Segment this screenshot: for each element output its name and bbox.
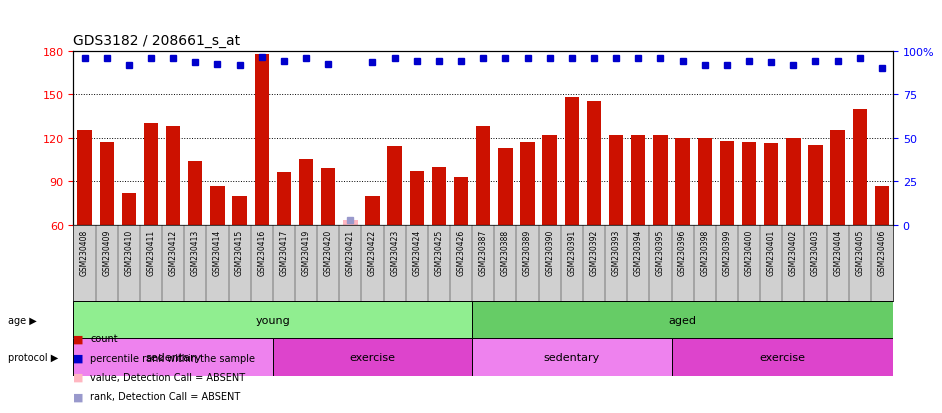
Bar — [653, 135, 668, 225]
Bar — [233, 196, 247, 225]
Bar — [188, 161, 203, 225]
Bar — [564, 98, 579, 225]
Text: GSM230409: GSM230409 — [102, 229, 111, 275]
Text: GSM230412: GSM230412 — [169, 229, 178, 275]
Text: GSM230403: GSM230403 — [811, 229, 820, 275]
Text: GSM230414: GSM230414 — [213, 229, 222, 275]
Bar — [631, 135, 645, 225]
Bar — [520, 143, 535, 225]
Text: GSM230423: GSM230423 — [390, 229, 399, 275]
Text: exercise: exercise — [759, 352, 805, 362]
Text: GSM230404: GSM230404 — [833, 229, 842, 275]
Text: GSM230410: GSM230410 — [124, 229, 134, 275]
Bar — [299, 160, 314, 225]
Text: GSM230422: GSM230422 — [368, 229, 377, 275]
Text: GSM230424: GSM230424 — [413, 229, 421, 275]
Text: protocol ▶: protocol ▶ — [8, 352, 57, 362]
Text: ■: ■ — [73, 353, 84, 363]
Text: GSM230402: GSM230402 — [788, 229, 798, 275]
Text: GDS3182 / 208661_s_at: GDS3182 / 208661_s_at — [73, 33, 240, 47]
Text: percentile rank within the sample: percentile rank within the sample — [90, 353, 255, 363]
Text: GSM230392: GSM230392 — [590, 229, 598, 275]
Bar — [808, 146, 822, 225]
Text: age ▶: age ▶ — [8, 315, 37, 325]
Text: exercise: exercise — [349, 352, 396, 362]
Text: GSM230396: GSM230396 — [678, 229, 687, 275]
Bar — [73, 339, 273, 376]
Text: GSM230405: GSM230405 — [855, 229, 865, 275]
Text: GSM230411: GSM230411 — [147, 229, 155, 275]
Text: GSM230419: GSM230419 — [301, 229, 311, 275]
Text: sedentary: sedentary — [544, 352, 600, 362]
Text: ■: ■ — [73, 334, 84, 344]
Text: sedentary: sedentary — [145, 352, 202, 362]
Bar — [321, 169, 335, 225]
Text: GSM230389: GSM230389 — [523, 229, 532, 275]
Text: ■: ■ — [73, 372, 84, 382]
Text: GSM230417: GSM230417 — [280, 229, 288, 275]
Text: ■: ■ — [73, 392, 84, 401]
Text: GSM230425: GSM230425 — [434, 229, 444, 275]
Text: GSM230426: GSM230426 — [457, 229, 465, 275]
Bar — [387, 147, 402, 225]
Text: GSM230415: GSM230415 — [236, 229, 244, 275]
Bar — [343, 221, 358, 225]
Text: GSM230420: GSM230420 — [324, 229, 333, 275]
Text: young: young — [255, 315, 290, 325]
Bar — [720, 141, 734, 225]
Bar — [853, 109, 867, 225]
Bar — [144, 124, 158, 225]
Bar — [122, 193, 136, 225]
Bar — [476, 127, 491, 225]
Bar — [410, 172, 424, 225]
Text: aged: aged — [669, 315, 696, 325]
Bar — [609, 135, 624, 225]
Bar — [277, 173, 291, 225]
Bar — [100, 143, 114, 225]
Bar — [764, 144, 778, 225]
Bar — [273, 339, 472, 376]
Text: value, Detection Call = ABSENT: value, Detection Call = ABSENT — [90, 372, 246, 382]
Text: rank, Detection Call = ABSENT: rank, Detection Call = ABSENT — [90, 392, 241, 401]
Bar — [166, 127, 180, 225]
Text: GSM230394: GSM230394 — [634, 229, 642, 275]
Text: GSM230399: GSM230399 — [723, 229, 731, 275]
Text: GSM230408: GSM230408 — [80, 229, 89, 275]
Bar — [498, 148, 512, 225]
Text: GSM230401: GSM230401 — [767, 229, 775, 275]
Bar — [77, 131, 91, 225]
Bar — [454, 178, 468, 225]
Bar — [787, 138, 801, 225]
Bar — [365, 196, 380, 225]
Bar — [210, 186, 224, 225]
Bar — [831, 131, 845, 225]
Bar — [73, 301, 472, 339]
Bar — [254, 55, 269, 225]
Bar — [472, 339, 672, 376]
Text: GSM230398: GSM230398 — [700, 229, 709, 275]
Bar — [742, 143, 756, 225]
Bar — [543, 135, 557, 225]
Bar — [672, 339, 893, 376]
Text: count: count — [90, 334, 118, 344]
Text: GSM230421: GSM230421 — [346, 229, 355, 275]
Text: GSM230413: GSM230413 — [191, 229, 200, 275]
Text: GSM230406: GSM230406 — [877, 229, 886, 275]
Text: GSM230395: GSM230395 — [656, 229, 665, 275]
Text: GSM230388: GSM230388 — [501, 229, 510, 275]
Bar — [697, 138, 712, 225]
Bar — [472, 301, 893, 339]
Text: GSM230393: GSM230393 — [611, 229, 621, 275]
Bar — [675, 138, 690, 225]
Bar — [587, 102, 601, 225]
Bar — [431, 167, 447, 225]
Text: GSM230400: GSM230400 — [744, 229, 754, 275]
Text: GSM230390: GSM230390 — [545, 229, 554, 275]
Bar — [875, 186, 889, 225]
Text: GSM230387: GSM230387 — [479, 229, 488, 275]
Text: GSM230416: GSM230416 — [257, 229, 267, 275]
Text: GSM230391: GSM230391 — [567, 229, 577, 275]
